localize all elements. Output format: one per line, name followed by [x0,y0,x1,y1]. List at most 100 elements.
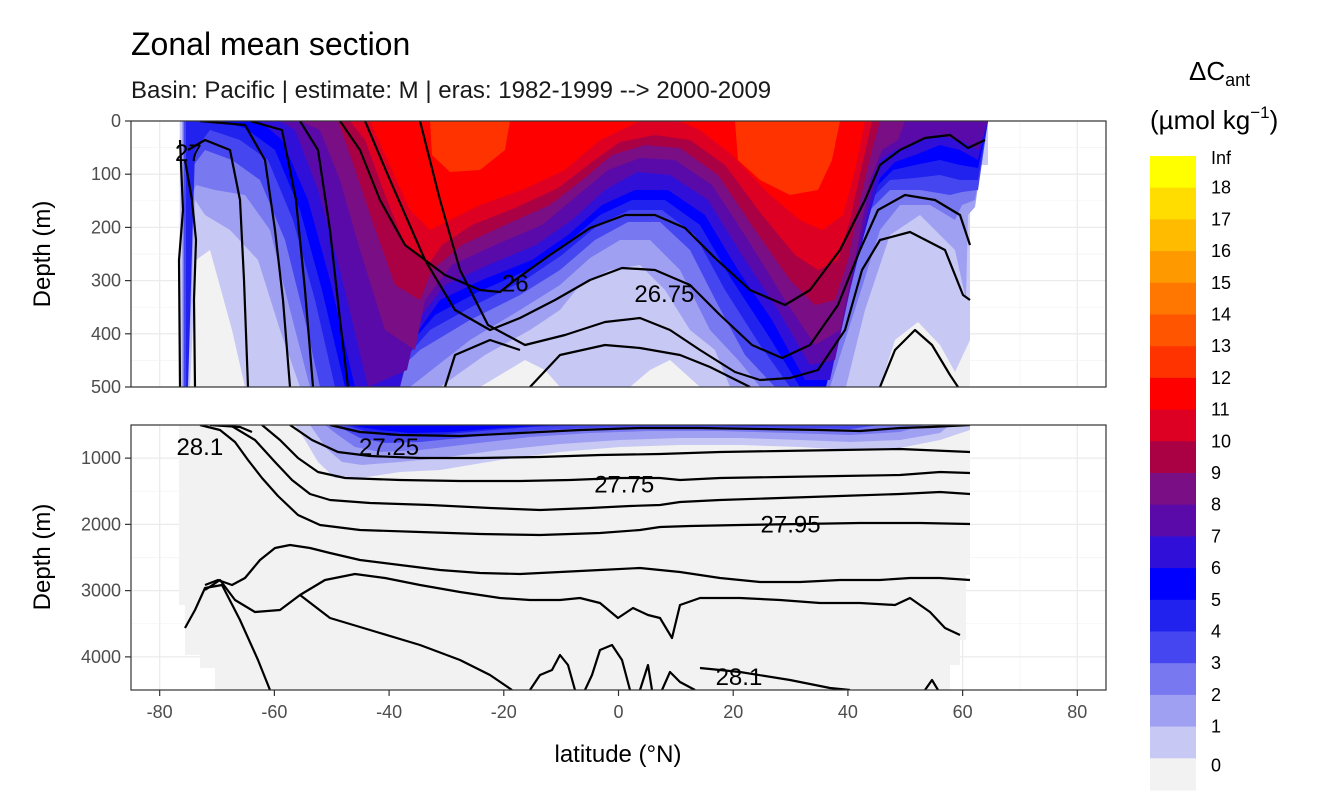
legend-units-sup: −1 [1250,103,1269,122]
x-tick-label: 20 [723,702,743,722]
legend-title-sub: ant [1225,70,1250,90]
upper-y-tick-label: 400 [91,324,121,344]
upper-panel-y-axis: 0 100 200 300 400 500 [91,111,131,397]
upper-band-13 [430,121,840,195]
upper-y-tick-label: 0 [111,111,121,131]
legend-key-label: 14 [1211,305,1231,325]
legend-key-label: 0 [1211,755,1221,775]
lower-contour-1 [199,425,971,537]
legend-key-label: 4 [1211,622,1221,642]
legend-key-swatch [1150,377,1196,411]
lower-contour-12 [924,678,939,690]
upper-contour-3 [187,138,250,387]
legend-key-label: 5 [1211,590,1221,610]
x-tick-label: -20 [491,702,517,722]
lower-y-axis-title: Depth (m) [29,504,56,611]
upper-contour-4 [199,121,292,387]
lower-contour-6 [209,425,253,434]
lower-band-0 [179,425,970,690]
legend-key-label: 2 [1211,685,1221,705]
contour-labels: 27 26 26.75 28.1 27.25 27.75 27.95 28.1 [175,140,821,691]
lower-panel-y-axis: 1000 2000 3000 4000 [81,448,131,667]
lower-y-tick-label: 2000 [81,514,121,534]
x-tick-label: 60 [953,702,973,722]
chart-title: Zonal mean section [131,26,410,62]
lower-contour-10 [299,594,513,690]
x-tick-label: -60 [261,702,287,722]
legend-key-label: 12 [1211,368,1231,388]
legend-key-label: 9 [1211,463,1221,483]
legend-key-label: 11 [1211,400,1230,420]
legend-key-swatch [1150,473,1196,506]
x-tick-label: -80 [147,702,173,722]
upper-contour-2 [183,159,198,387]
legend-key-swatch [1150,346,1196,379]
x-tick-label: 80 [1067,702,1087,722]
legend-key-swatch [1150,758,1196,791]
legend-key-label: 10 [1211,431,1231,451]
lower-contour-5 [329,425,971,438]
contour-label: 27.75 [594,472,654,499]
legend-key-swatch [1150,694,1196,728]
contour-label: 26.75 [634,281,694,308]
legend-key-swatch [1150,631,1196,664]
upper-y-tick-label: 200 [91,217,121,237]
upper-y-tick-label: 100 [91,164,121,184]
upper-contour-6 [299,121,350,387]
x-tick-label: 0 [613,702,623,722]
legend-key-swatch [1150,536,1196,569]
upper-contour-1 [177,139,185,387]
lower-contour-3 [261,425,971,483]
legend-key-swatch [1150,504,1196,537]
upper-contour-10 [529,328,959,387]
legend-key-label: 8 [1211,495,1221,515]
x-axis-title: latitude (°N) [555,741,682,768]
legend-key-swatch [1150,599,1196,633]
contour-label: 28.1 [176,434,223,461]
legend-title-main: ΔC [1189,56,1225,86]
contour-label: 26 [502,270,529,297]
chart-subtitle: Basin: Pacific | estimate: M | eras: 198… [131,77,771,104]
x-tick-label: -40 [376,702,402,722]
legend-units-pre: (µmol kg [1150,105,1250,135]
lower-panel: 1000 2000 3000 4000 [81,424,1107,691]
upper-contour-11 [443,338,521,387]
lower-contour-9 [204,572,961,640]
legend-key-label: 15 [1211,273,1231,293]
legend-key-swatch [1150,568,1196,601]
legend-key-label: 17 [1211,209,1231,229]
legend-key-label: 3 [1211,653,1221,673]
legend-key-swatch [1150,726,1196,759]
legend-key-label: 16 [1211,241,1231,261]
lower-contour-4 [289,425,971,460]
lower-panel-field [179,425,971,690]
contour-label: 27 [175,140,202,167]
lower-contour-7 [204,543,971,587]
legend-key-swatch [1150,282,1196,316]
upper-y-tick-label: 500 [91,377,121,397]
lower-band-6 [350,425,560,433]
legend-key-label: 18 [1211,178,1231,198]
lower-contour-11 [529,643,851,690]
legend-key-label: 7 [1211,526,1221,546]
upper-panel: 0 100 200 300 400 500 [91,111,1107,397]
legend-key-swatch [1150,409,1196,442]
legend-key-label: Inf [1211,148,1232,168]
legend-units: (µmol kg−1) [1150,103,1278,135]
legend-title: ΔCant [1189,56,1250,90]
lower-contour-2 [229,425,971,512]
lower-y-tick-label: 4000 [81,647,121,667]
contour-label: 27.25 [359,434,419,461]
legend-key-swatch [1150,441,1196,474]
upper-panel-field [177,121,988,387]
contour-label: 27.95 [761,511,821,538]
legend-key-swatch [1150,314,1196,347]
upper-contour-5 [249,121,315,387]
upper-contour-9 [418,121,971,382]
upper-contour-7 [339,121,986,307]
contour-label: 28.1 [716,664,763,691]
lower-contour-8 [184,583,272,690]
x-tick-label: 40 [838,702,858,722]
